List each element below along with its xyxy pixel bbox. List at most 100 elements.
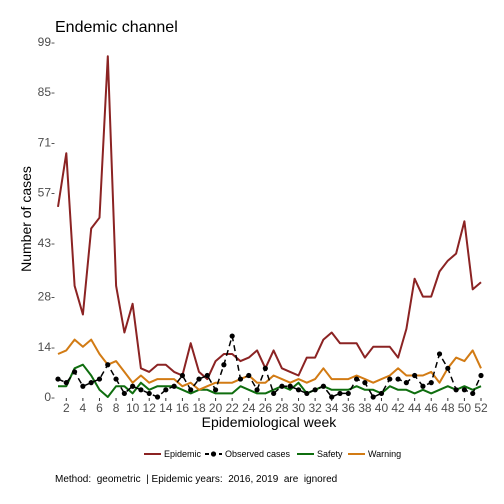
observed-point bbox=[436, 351, 443, 357]
observed-point bbox=[461, 387, 468, 393]
x-tick-label: 18 bbox=[192, 401, 206, 415]
observed-point bbox=[88, 380, 94, 386]
y-tick-label: 43- bbox=[38, 236, 55, 250]
y-tick-label: 71- bbox=[38, 135, 55, 149]
observed-point bbox=[353, 376, 360, 382]
observed-point bbox=[171, 383, 177, 389]
x-tick-label: 12 bbox=[143, 401, 157, 415]
chart-title: Endemic channel bbox=[55, 19, 178, 36]
series-layer bbox=[55, 55, 484, 400]
x-tick-label: 42 bbox=[391, 401, 405, 415]
x-tick-label: 22 bbox=[225, 401, 239, 415]
observed-point bbox=[478, 372, 484, 379]
legend-item-observed-cases: Observed cases bbox=[205, 449, 291, 459]
x-tick-label: 50 bbox=[458, 401, 472, 415]
series-line-epidemic bbox=[57, 55, 482, 381]
legend-label: Warning bbox=[368, 449, 401, 459]
observed-point bbox=[345, 390, 351, 397]
observed-point bbox=[80, 383, 86, 389]
observed-point bbox=[370, 394, 376, 400]
x-tick-label: 16 bbox=[176, 401, 190, 415]
observed-point bbox=[212, 387, 219, 393]
observed-point bbox=[470, 390, 476, 397]
observed-point bbox=[387, 376, 393, 382]
series-line-observed-cases bbox=[57, 335, 482, 398]
legend-point bbox=[210, 451, 217, 457]
x-axis-ticks: 2 4 6 8 10 12 14 16 18 20 22 24 26 28 30 32 34 36 38 40 42 44… bbox=[63, 398, 488, 415]
x-tick-label: 20 bbox=[209, 401, 223, 415]
observed-point bbox=[304, 390, 310, 397]
x-tick-label: 14 bbox=[159, 401, 173, 415]
observed-point bbox=[395, 376, 401, 382]
x-tick-label: 24 bbox=[242, 401, 256, 415]
x-tick-label: 26 bbox=[259, 401, 273, 415]
observed-point bbox=[403, 380, 409, 386]
y-tick-label: 57- bbox=[38, 186, 55, 200]
observed-point bbox=[337, 390, 343, 397]
observed-point bbox=[262, 365, 268, 371]
legend-item-safety: Safety bbox=[297, 449, 343, 459]
observed-point bbox=[320, 383, 327, 389]
x-tick-label: 32 bbox=[308, 401, 322, 415]
observed-point bbox=[71, 369, 78, 375]
x-tick-label: 28 bbox=[275, 401, 289, 415]
y-tick-label: 14- bbox=[38, 340, 55, 354]
caption: Method: geometric | Epidemic years: 2016… bbox=[55, 474, 337, 485]
y-tick-label: 28- bbox=[38, 290, 55, 304]
observed-point bbox=[105, 362, 111, 368]
x-tick-label: 48 bbox=[441, 401, 455, 415]
x-tick-label: 44 bbox=[408, 401, 422, 415]
y-axis-ticks: 0- 14- 28- 43- 57- 71- 85- 99- bbox=[38, 35, 55, 404]
x-tick-label: 52 bbox=[474, 401, 488, 415]
x-tick-label: 4 bbox=[80, 401, 87, 415]
observed-point bbox=[279, 383, 285, 389]
observed-point bbox=[63, 380, 69, 386]
x-tick-label: 6 bbox=[96, 401, 103, 415]
x-tick-label: 8 bbox=[113, 401, 120, 415]
observed-point bbox=[196, 376, 202, 382]
x-tick-label: 10 bbox=[126, 401, 140, 415]
observed-point bbox=[295, 387, 302, 393]
observed-point bbox=[312, 387, 318, 393]
observed-point bbox=[113, 376, 119, 382]
observed-point bbox=[204, 372, 210, 379]
observed-point bbox=[287, 383, 293, 389]
observed-point bbox=[146, 390, 152, 397]
observed-point bbox=[420, 383, 426, 389]
observed-point bbox=[445, 365, 451, 371]
x-axis-title: Epidemiological week bbox=[202, 414, 338, 430]
x-tick-label: 46 bbox=[425, 401, 439, 415]
legend-item-epidemic: Epidemic bbox=[144, 449, 202, 459]
x-tick-label: 40 bbox=[375, 401, 389, 415]
y-tick-label: 0- bbox=[44, 390, 55, 404]
x-tick-label: 34 bbox=[325, 401, 339, 415]
observed-point bbox=[378, 390, 385, 397]
observed-point bbox=[329, 394, 335, 400]
observed-point bbox=[179, 372, 186, 379]
series-line-warning bbox=[57, 338, 482, 391]
legend-label: Safety bbox=[317, 449, 343, 459]
observed-point bbox=[221, 362, 227, 368]
y-tick-label: 99- bbox=[38, 35, 55, 49]
x-tick-label: 2 bbox=[63, 401, 70, 415]
observed-point bbox=[229, 333, 235, 339]
x-tick-label: 36 bbox=[342, 401, 356, 415]
legend-label: Epidemic bbox=[164, 449, 202, 459]
observed-point bbox=[130, 383, 136, 389]
observed-point bbox=[55, 376, 61, 382]
legend-label: Observed cases bbox=[225, 449, 291, 459]
y-axis-title: Number of cases bbox=[18, 166, 34, 272]
observed-point bbox=[96, 376, 103, 382]
x-tick-label: 30 bbox=[292, 401, 306, 415]
observed-point bbox=[163, 387, 169, 393]
legend: Epidemic Observed cases Safety Warning bbox=[144, 449, 401, 459]
observed-point bbox=[412, 372, 418, 379]
observed-point bbox=[138, 387, 144, 393]
observed-point bbox=[246, 372, 252, 379]
observed-point bbox=[428, 380, 434, 386]
observed-point bbox=[271, 390, 277, 397]
observed-point bbox=[254, 387, 260, 393]
legend-item-warning: Warning bbox=[348, 449, 401, 459]
observed-point bbox=[453, 387, 459, 393]
